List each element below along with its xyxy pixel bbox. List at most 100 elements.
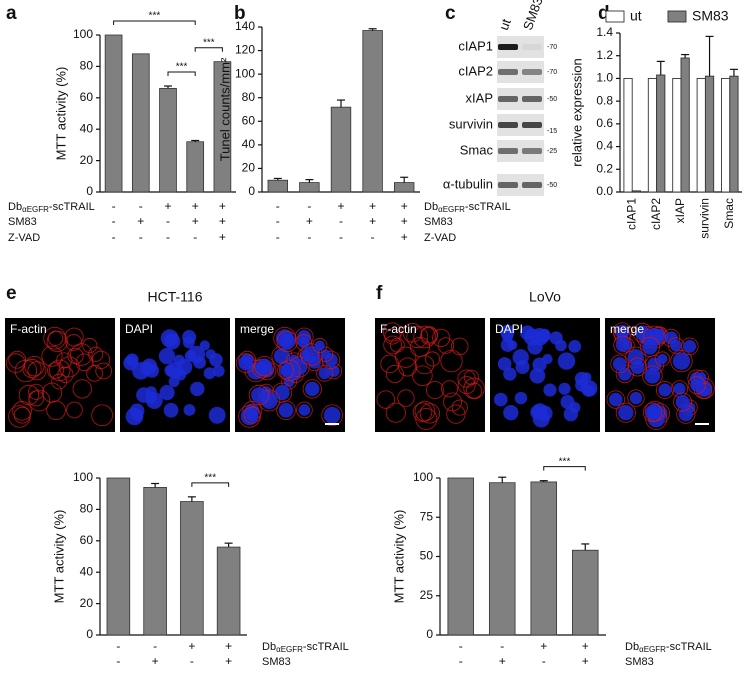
protein-label: xIAP [466,90,493,105]
condition-sign: - [116,654,120,668]
condition-sign: + [219,230,226,244]
y-tick-label: 100 [413,470,433,484]
y-tick-label: 100 [73,27,93,41]
y-tick-label: 1.0 [596,71,613,85]
image-title: LoVo [529,289,561,305]
condition-sign: + [401,230,408,244]
bar [680,57,690,193]
actin [437,337,455,354]
actin [639,336,661,357]
actin [412,402,433,422]
condition-sign: + [192,214,199,228]
x-tick-label: survivin [698,198,712,239]
y-tick-label: 40 [80,564,94,578]
condition-sign: - [190,654,194,668]
condition-label: SM83 [424,216,453,228]
marker-label: -25 [547,148,557,155]
significance-label: *** [149,11,161,22]
y-tick-label: 120 [235,43,255,57]
x-tick-label: Smac [722,198,736,229]
nucleus [323,406,341,424]
condition-sign: - [339,214,343,228]
y-tick-label: 60 [242,113,256,127]
actin [642,402,663,422]
actin [398,357,418,377]
actin [95,362,113,380]
condition-sign: - [153,639,157,653]
actin [321,350,341,370]
condition-label: DbαEGFR-scTRAIL [424,201,511,214]
condition-label-part: αEGFR [276,645,303,654]
actin [432,328,451,348]
condition-label-part: -scTRAIL [465,201,511,213]
condition-label-part: Db [262,641,276,653]
condition-sign: + [401,199,408,213]
actin [8,350,27,369]
condition-sign: - [276,214,280,228]
y-axis-title: Tunel counts/mm² [217,57,232,161]
y-axis-title: MTT activity (%) [53,67,68,161]
condition-sign: + [192,199,199,213]
blot-band [498,182,518,188]
nucleus [163,402,179,418]
panel-letter: e [6,283,17,304]
blot-strip [497,88,544,110]
condition-label: DbαEGFR-scTRAIL [262,641,349,654]
significance-label: *** [559,456,571,467]
channel-label: F-actin [10,322,47,336]
actin [82,337,98,354]
actin [91,350,111,370]
actin [27,361,47,381]
blot-band [522,96,542,102]
actin [613,335,633,355]
actin [425,380,444,400]
nucleus [629,391,643,405]
marker-label: -70 [547,44,557,51]
actin [312,337,328,354]
nucleus [612,357,627,371]
nucleus [164,364,177,377]
actin [51,373,68,390]
condition-sign: + [337,199,344,213]
nucleus [557,352,576,370]
condition-sign: - [139,230,143,244]
bar [186,141,205,193]
y-tick-label: 0.4 [596,139,613,153]
nucleus [630,359,645,375]
significance-bracket [191,482,230,487]
condition-sign: + [306,214,313,228]
y-tick-label: 20 [80,153,94,167]
nucleus [279,333,296,350]
y-tick-label: 0.8 [596,93,613,107]
micrograph-content [5,326,114,428]
panel-letter: f [376,283,383,304]
nucleus [251,387,267,403]
y-tick-label: 60 [80,90,94,104]
bar [729,75,739,193]
nucleus [297,336,310,349]
y-tick-label: 50 [420,549,434,563]
condition-sign: - [166,230,170,244]
nucleus [203,367,216,380]
condition-label: SM83 [262,656,291,668]
y-tick-label: 60 [80,533,94,547]
y-tick-label: 80 [80,502,94,516]
panel-letter: a [6,3,17,24]
actin [443,392,463,412]
nucleus [199,340,210,351]
condition-sign: - [500,639,504,653]
bar [180,501,204,636]
y-tick-label: 40 [242,137,256,151]
bar [647,77,658,193]
significance-label: *** [204,472,216,483]
condition-sign: - [166,214,170,228]
condition-sign: + [164,199,171,213]
actin [321,404,344,427]
nucleus [302,345,321,364]
actin [383,335,403,355]
significance-label: *** [203,37,215,48]
condition-sign: + [219,199,226,213]
protein-label: cIAP2 [458,63,493,78]
nucleus [320,349,331,360]
condition-label: SM83 [625,656,654,668]
